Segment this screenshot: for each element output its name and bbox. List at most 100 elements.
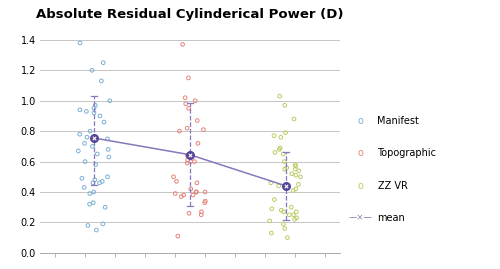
Point: [88, 68, 96, 72]
Point: [98, 179, 106, 183]
Point: [294, 182, 302, 187]
Point: [184, 106, 192, 111]
Point: [280, 160, 288, 164]
Point: [92, 162, 100, 167]
Point: [184, 153, 192, 158]
Point: [292, 187, 300, 191]
Point: [267, 181, 275, 185]
Point: [78, 176, 86, 180]
Point: [194, 141, 202, 146]
Point: [192, 190, 200, 194]
Text: o: o: [357, 180, 363, 191]
Point: [292, 216, 300, 220]
Point: [104, 137, 112, 141]
Point: [274, 184, 282, 188]
Point: [268, 207, 276, 211]
Point: [185, 211, 193, 215]
Point: [96, 114, 104, 118]
Point: [83, 135, 91, 139]
Point: [270, 197, 278, 202]
Point: [279, 152, 287, 156]
Point: [94, 152, 102, 156]
Point: [81, 160, 89, 164]
Point: [282, 165, 290, 170]
Point: [106, 98, 114, 103]
Point: [76, 41, 84, 45]
Point: [184, 76, 192, 80]
Point: [289, 188, 297, 193]
Point: [290, 213, 298, 217]
Point: [193, 118, 201, 123]
Point: [88, 144, 96, 148]
Point: [182, 102, 190, 106]
Point: [174, 234, 182, 238]
Point: [90, 136, 98, 140]
Point: [98, 79, 106, 83]
Point: [276, 94, 283, 98]
Point: [191, 98, 199, 103]
Point: [82, 109, 90, 114]
Point: [201, 190, 209, 194]
Point: [282, 184, 290, 188]
Point: [280, 210, 287, 214]
Point: [172, 191, 179, 196]
Point: [281, 103, 289, 107]
Text: Topographic: Topographic: [378, 148, 436, 158]
Point: [176, 129, 184, 133]
Point: [89, 181, 97, 185]
Point: [296, 175, 304, 179]
Point: [178, 42, 186, 47]
Point: [280, 167, 288, 171]
Point: [104, 147, 112, 151]
Text: Manifest: Manifest: [378, 116, 420, 126]
Point: [291, 167, 299, 171]
Point: [76, 108, 84, 112]
Point: [80, 185, 88, 190]
Point: [170, 175, 177, 179]
Point: [190, 160, 198, 164]
Point: [76, 132, 84, 136]
Point: [86, 191, 94, 196]
Point: [192, 190, 200, 194]
Point: [105, 155, 113, 159]
Point: [92, 103, 100, 107]
Text: Absolute Residual Cylinderical Power (D): Absolute Residual Cylinderical Power (D): [36, 8, 344, 21]
Point: [90, 106, 98, 111]
Point: [270, 134, 278, 138]
Point: [200, 128, 207, 132]
Point: [198, 210, 205, 214]
Point: [80, 141, 88, 146]
Point: [276, 146, 284, 150]
Point: [186, 153, 194, 157]
Point: [187, 187, 195, 191]
Point: [277, 135, 285, 139]
Point: [172, 179, 180, 183]
Point: [271, 150, 279, 155]
Point: [101, 205, 109, 209]
Point: [281, 226, 289, 231]
Text: o: o: [357, 116, 363, 126]
Point: [181, 95, 189, 100]
Point: [74, 149, 82, 153]
Point: [282, 184, 290, 188]
Point: [100, 120, 108, 124]
Point: [278, 208, 285, 213]
Point: [276, 147, 283, 151]
Point: [184, 158, 192, 162]
Text: ZZ VR: ZZ VR: [378, 180, 408, 191]
Point: [86, 202, 94, 206]
Point: [295, 169, 303, 173]
Point: [178, 194, 186, 199]
Point: [186, 153, 194, 157]
Point: [91, 178, 99, 182]
Point: [90, 200, 98, 205]
Point: [281, 185, 289, 190]
Point: [180, 193, 188, 197]
Point: [90, 190, 98, 194]
Point: [96, 181, 104, 185]
Point: [291, 162, 299, 167]
Point: [292, 173, 300, 178]
Point: [290, 217, 298, 222]
Point: [198, 213, 205, 217]
Point: [280, 222, 287, 226]
